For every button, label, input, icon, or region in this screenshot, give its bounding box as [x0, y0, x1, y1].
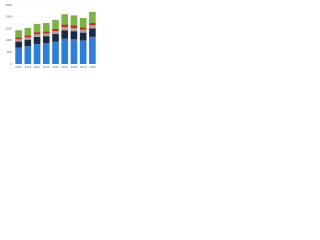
bar-segment	[52, 28, 59, 32]
x-tick-label: 2019	[80, 65, 87, 69]
bar-segment	[70, 39, 78, 64]
y-tick-label: 2000	[5, 15, 12, 19]
bar-segment	[33, 36, 41, 44]
bar-segment	[42, 33, 50, 37]
x-tick-label: 2013	[24, 65, 31, 69]
bar-segment	[52, 31, 59, 35]
bar-segment	[15, 39, 22, 42]
bar-segment	[79, 32, 87, 41]
bar-segment	[61, 27, 69, 31]
x-tick-label: 2014	[34, 65, 41, 69]
bar-segment	[24, 27, 32, 36]
bar-segment	[52, 34, 59, 42]
x-tick-label: 2012	[15, 65, 22, 69]
bar-segment	[70, 28, 78, 32]
bar-segment	[70, 15, 78, 26]
bar-segment	[33, 32, 41, 35]
chart: 0 500 1000 1500 2000 2500 2012 2013 2014 2015 2016…	[5, 3, 97, 69]
bar-segment	[79, 17, 87, 28]
bar-segment	[15, 41, 22, 48]
bar-segment	[33, 23, 41, 33]
bar-segment	[24, 39, 32, 47]
bar-segment	[24, 35, 32, 38]
x-tick-label: 2018	[71, 65, 78, 69]
bar-segment	[61, 38, 69, 64]
bar-segment	[89, 11, 96, 23]
bar-segment	[52, 19, 59, 29]
bar-segment	[42, 31, 50, 34]
bar-segment	[70, 31, 78, 40]
bar-segment	[24, 46, 32, 64]
bar-segment	[33, 34, 41, 37]
bar-segment	[15, 47, 22, 64]
bar-segment	[52, 41, 59, 64]
bar-segment	[15, 37, 22, 40]
bar-segment	[79, 29, 87, 33]
bar-segment	[79, 40, 87, 64]
bar-segment	[89, 22, 96, 26]
y-tick-label: 2500	[5, 3, 12, 7]
y-tick-label: 1500	[5, 26, 12, 30]
bar-segment	[24, 37, 32, 40]
bar-segment	[42, 22, 50, 32]
page: {"chart_data": {"type": "stacked-bar", "…	[0, 0, 100, 71]
bar-segment	[89, 36, 96, 64]
bar-segment	[33, 43, 41, 64]
bar-segment	[70, 25, 78, 29]
bar-segment	[15, 30, 22, 38]
y-tick-label: 0	[10, 62, 12, 66]
bar-segment	[61, 14, 69, 25]
x-tick-label: 2015	[43, 65, 50, 69]
y-tick-label: 500	[7, 50, 12, 54]
bar-segment	[42, 43, 50, 64]
y-tick-label: 1000	[5, 38, 12, 42]
bar-segment	[61, 24, 69, 28]
x-tick-label: 2017	[61, 65, 68, 69]
bar-segment	[89, 25, 96, 29]
bar-segment	[61, 30, 69, 39]
bar-segment	[42, 36, 50, 44]
x-tick-label: 2016	[52, 65, 59, 69]
bar-segment	[89, 28, 96, 37]
bar-segment	[79, 27, 87, 30]
x-tick-label: 2020	[89, 65, 96, 69]
